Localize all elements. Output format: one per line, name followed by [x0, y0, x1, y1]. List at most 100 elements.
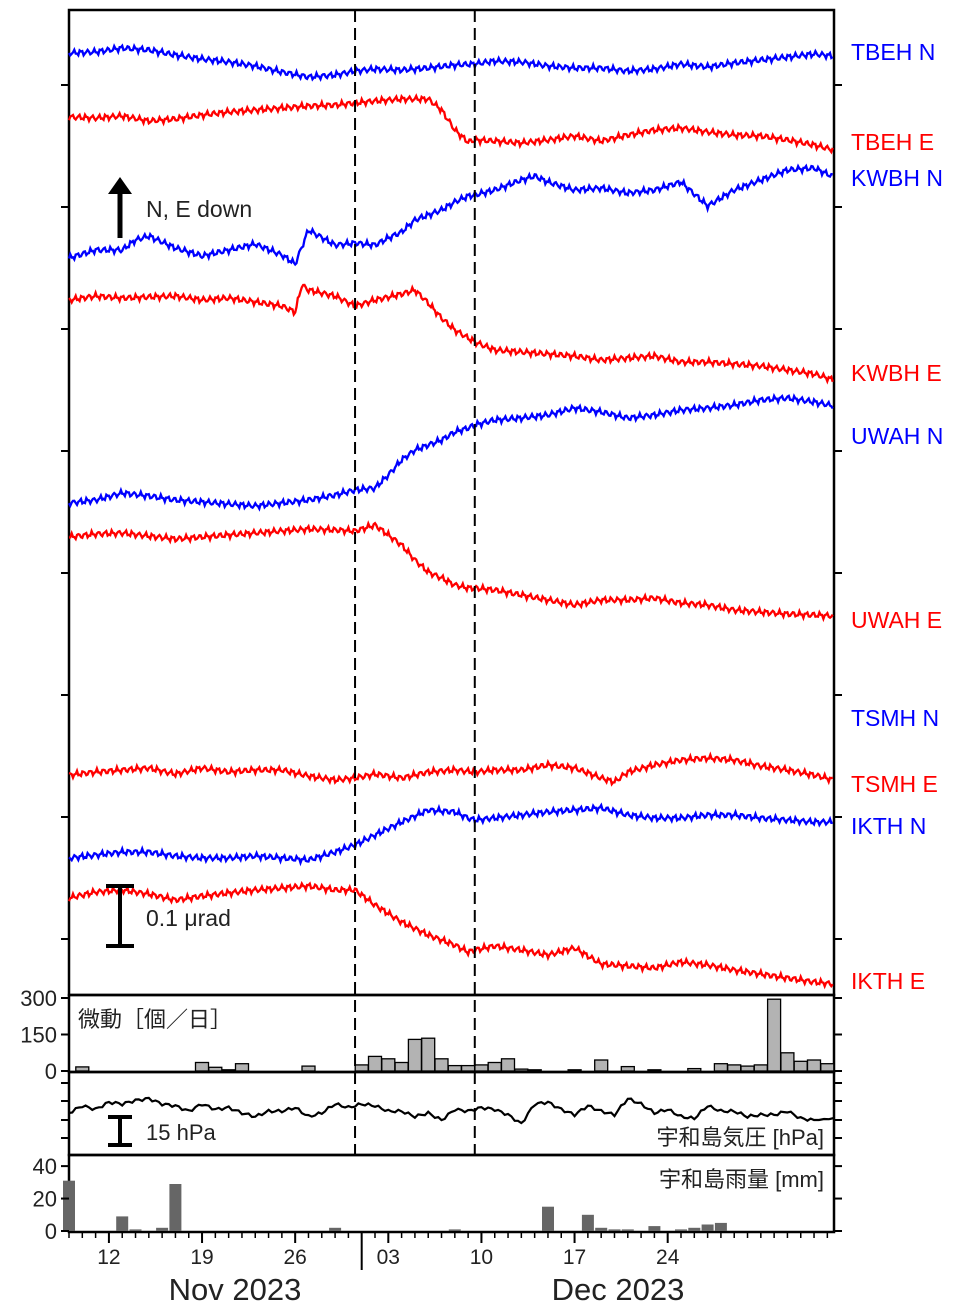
- x-tick-label: 12: [97, 1246, 120, 1269]
- direction-arrow-head-icon: [108, 177, 132, 194]
- event-dashed-lines: [354, 10, 476, 1155]
- bar: [354, 1064, 369, 1072]
- bar: [753, 1064, 768, 1072]
- bar: [367, 1055, 383, 1072]
- series-label-uwah-e: UWAH E: [851, 607, 942, 633]
- bar: [156, 1227, 169, 1231]
- x-tick-label: 19: [190, 1246, 213, 1269]
- tilt-series-group: [67, 43, 834, 990]
- bar: [208, 1066, 223, 1072]
- tremor-panel: 0 150 300 微動［個／日］: [20, 986, 842, 1084]
- bar: [474, 1064, 489, 1072]
- bar: [793, 1060, 808, 1072]
- tilt-series-kwbh-e: [68, 283, 834, 385]
- tilt-series-ikth-e: [67, 880, 834, 990]
- bar: [806, 1059, 822, 1072]
- bar: [688, 1227, 701, 1231]
- rainfall-panel: 0 20 40 宇和島雨量 [mm]: [33, 1153, 842, 1244]
- bar: [740, 1065, 755, 1072]
- bar: [620, 1065, 635, 1072]
- bar: [116, 1216, 129, 1231]
- series-label-tbeh-n: TBEH N: [851, 39, 935, 65]
- bar: [820, 1063, 835, 1072]
- bar: [460, 1064, 476, 1072]
- y-tick-label: 0: [45, 1059, 57, 1084]
- pressure-scale-bar: 15 hPa: [108, 1115, 216, 1147]
- tilt-series-tsmh-e: [68, 751, 834, 787]
- rainfall-panel-label: 宇和島雨量 [mm]: [659, 1167, 824, 1192]
- series-label-tsmh-e: TSMH E: [851, 771, 938, 797]
- y-tick-label: 150: [20, 1023, 57, 1048]
- bar: [75, 1066, 90, 1072]
- tremor-panel-label: 微動［個／日］: [78, 1007, 232, 1032]
- tilt-series-uwah-e: [68, 520, 834, 623]
- bar: [687, 1067, 702, 1072]
- bar: [329, 1227, 342, 1231]
- tilt-series-tbeh-e: [67, 93, 834, 155]
- x-tick-label: 17: [563, 1246, 586, 1269]
- tilt-scale-bar-label: 0.1 μrad: [146, 905, 231, 931]
- bar: [407, 1038, 423, 1072]
- x-tick-label: 03: [377, 1246, 400, 1269]
- series-label-uwah-n: UWAH N: [851, 423, 943, 449]
- x-tick-label: 26: [283, 1246, 306, 1269]
- bar: [500, 1058, 516, 1072]
- tilt-y-ticks: [61, 84, 842, 940]
- bar: [621, 1229, 634, 1231]
- rainfall-bars: [63, 1180, 727, 1231]
- x-tick-label: 10: [470, 1246, 493, 1269]
- series-label-kwbh-e: KWBH E: [851, 360, 942, 386]
- bar: [608, 1229, 621, 1231]
- bar: [394, 1061, 409, 1072]
- bar: [448, 1229, 461, 1231]
- bar: [234, 1063, 250, 1072]
- y-tick-label: 40: [33, 1154, 57, 1179]
- tilt-series-ikth-n: [68, 802, 833, 867]
- bar: [447, 1064, 462, 1072]
- x-tick-label: 24: [656, 1246, 680, 1269]
- bar: [129, 1229, 142, 1231]
- tilt-series-tbeh-n: [67, 43, 834, 82]
- tremor-bars: [75, 998, 835, 1072]
- tilt-series-labels: TBEH N TBEH E KWBH N KWBH E UWAH N UWAH E TSMH…: [851, 39, 943, 994]
- y-tick-label: 300: [20, 986, 57, 1011]
- bar: [594, 1059, 609, 1072]
- bar: [780, 1052, 795, 1072]
- y-tick-label: 20: [33, 1187, 57, 1212]
- bar: [595, 1227, 608, 1231]
- series-label-tsmh-n: TSMH N: [851, 705, 939, 731]
- tremor-y-axis: 0 150 300: [20, 986, 842, 1084]
- pressure-scale-bar-label: 15 hPa: [146, 1120, 216, 1145]
- y-tick-label: 0: [45, 1219, 57, 1244]
- bar: [169, 1184, 182, 1231]
- bar: [766, 998, 782, 1072]
- bar: [581, 1214, 594, 1231]
- bar: [63, 1180, 75, 1231]
- bar: [421, 1037, 436, 1072]
- bar: [542, 1206, 554, 1231]
- series-label-ikth-e: IKTH E: [851, 968, 925, 994]
- pressure-y-ticks: [61, 1082, 842, 1139]
- bar: [381, 1058, 396, 1072]
- tilt-scale-bar: 0.1 μrad: [106, 884, 231, 948]
- bar: [648, 1226, 661, 1231]
- bar: [675, 1229, 687, 1231]
- series-label-kwbh-n: KWBH N: [851, 165, 943, 191]
- series-label-ikth-n: IKTH N: [851, 813, 926, 839]
- rainfall-y-axis: 0 20 40: [33, 1154, 842, 1244]
- bar: [194, 1061, 210, 1072]
- bar: [487, 1061, 502, 1072]
- date-x-axis: Nov 2023 Dec 2023 12 19 26 03 10 17 24: [68, 1232, 829, 1307]
- bar: [514, 1068, 529, 1072]
- bar: [713, 1063, 729, 1072]
- bar: [301, 1065, 316, 1072]
- direction-label: N, E down: [146, 196, 252, 222]
- direction-indicator: N, E down: [108, 177, 252, 238]
- pressure-panel: 15 hPa 宇和島気圧 [hPa]: [61, 1070, 842, 1157]
- tilt-series-kwbh-n: [67, 163, 833, 267]
- tilt-series-uwah-n: [67, 392, 834, 512]
- month-label-nov: Nov 2023: [169, 1272, 302, 1307]
- bar: [714, 1222, 727, 1231]
- month-label-dec: Dec 2023: [552, 1272, 685, 1307]
